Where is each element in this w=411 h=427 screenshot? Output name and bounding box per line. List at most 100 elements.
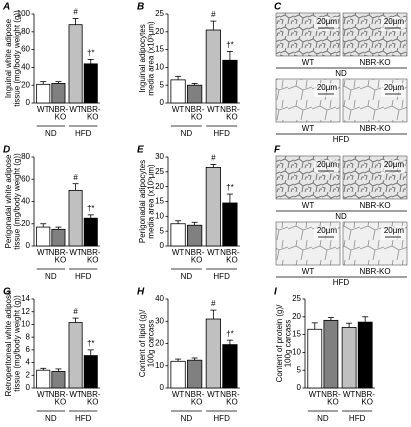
bar (51, 371, 66, 389)
group-label: ND (181, 129, 193, 138)
scale-label: 20µm (317, 83, 338, 92)
significance-marker: †* (87, 48, 95, 57)
y-tick-label: 2 (26, 370, 31, 379)
significance-marker: †* (226, 329, 234, 338)
y-axis-label: Perigonadal adipocytes (138, 160, 147, 243)
x-tick-label: NBR- (220, 248, 240, 257)
group-label: HFD (213, 129, 230, 138)
group-label: HFD (333, 278, 350, 287)
y-tick-label: 6 (26, 345, 31, 354)
y-tick-label: 15 (292, 330, 301, 339)
y-tick-label: 30 (155, 316, 164, 325)
y-axis-label: tissue (mg/body weight (g)) (13, 295, 22, 392)
x-tick-label: KO (226, 256, 238, 265)
x-tick-label: KO (55, 398, 67, 407)
y-tick-label: 20 (155, 182, 164, 191)
y-tick-label: 14 (21, 294, 30, 303)
y-axis-label: Inguinal white adipose (4, 18, 13, 98)
y-tick-label: 10 (21, 320, 30, 329)
panel-letter: A (2, 2, 10, 13)
panel-letter: B (137, 2, 144, 13)
significance-marker: # (73, 307, 78, 316)
x-tick-label: NBR- (185, 390, 205, 399)
group-label: ND (335, 69, 347, 78)
x-tick-label: KO (87, 256, 99, 265)
bar (36, 369, 51, 389)
scale-label: 20µm (384, 160, 405, 169)
bar (187, 359, 203, 389)
micrograph-label: NBR-KO (359, 58, 390, 67)
scale-label: 20µm (317, 17, 338, 26)
x-tick-label: KO (191, 398, 203, 407)
bar (341, 327, 357, 389)
bar (36, 226, 51, 247)
group-label: HFD (349, 414, 366, 423)
y-tick-label: 15 (155, 45, 164, 54)
bar (205, 29, 221, 104)
x-tick-label: WT (207, 390, 220, 399)
micrograph-label: WT (302, 58, 315, 67)
x-tick-label: KO (191, 113, 203, 122)
x-tick-label: WT (37, 390, 50, 399)
bar (222, 202, 238, 247)
bar (83, 355, 98, 389)
significance-marker: †* (226, 40, 234, 49)
micrograph-label: NBR-KO (359, 267, 390, 276)
scale-label: 20µm (384, 83, 405, 92)
y-axis-label: Inguinal adipocytes (138, 24, 147, 93)
y-tick-label: 60 (21, 45, 30, 54)
y-tick-label: 10 (292, 348, 301, 357)
y-axis-label: media area (x10³µm) (147, 164, 156, 239)
y-tick-label: 10 (155, 361, 164, 370)
x-tick-label: WT (37, 105, 50, 114)
x-tick-label: WT (69, 390, 82, 399)
y-axis-label: Content of protein (g)/ (275, 304, 284, 383)
group-label: ND (45, 129, 57, 138)
micrograph-label: NBR-KO (359, 201, 390, 210)
y-tick-label: 25 (292, 294, 301, 303)
y-axis-label: 100g carcass (284, 320, 293, 368)
significance-marker: †* (87, 339, 95, 348)
y-tick-label: 10 (155, 211, 164, 220)
x-tick-label: KO (191, 256, 203, 265)
x-tick-label: WT (37, 248, 50, 257)
bar (307, 328, 323, 389)
y-axis-label: 100g carcass (147, 320, 156, 368)
y-axis-label: tissue (mg/body weight (g)) (13, 153, 22, 250)
bar (51, 228, 66, 247)
y-tick-label: 20 (155, 27, 164, 36)
panel-letter: G (3, 287, 11, 298)
x-tick-label: KO (55, 256, 67, 265)
y-tick-label: 8 (26, 332, 31, 341)
y-tick-label: 40 (21, 63, 30, 72)
significance-marker: # (211, 10, 216, 19)
y-tick-label: 30 (155, 152, 164, 161)
bar (68, 189, 83, 247)
x-tick-label: WT (172, 248, 185, 257)
group-label: HFD (75, 414, 92, 423)
y-tick-label: 0 (160, 98, 165, 107)
y-tick-label: 12 (21, 307, 30, 316)
y-tick-label: 4 (26, 358, 31, 367)
scale-label: 20µm (384, 226, 405, 235)
y-tick-label: 20 (155, 339, 164, 348)
scale-box (381, 83, 405, 97)
y-tick-label: 0 (26, 383, 31, 392)
y-axis-label: Retroperitoneal white adipose (4, 290, 13, 396)
significance-marker: # (73, 173, 78, 182)
scale-label: 20µm (384, 17, 405, 26)
bar (222, 59, 238, 104)
y-tick-label: 0 (26, 98, 31, 107)
panel-letter: H (137, 287, 145, 298)
x-tick-label: WT (69, 105, 82, 114)
x-tick-label: WT (172, 390, 185, 399)
group-label: HFD (213, 414, 230, 423)
scale-box (314, 226, 338, 240)
y-axis-label: media area (x10³µm) (147, 21, 156, 96)
x-tick-label: NBR- (81, 248, 101, 257)
significance-marker: # (211, 299, 216, 308)
x-tick-label: NBR- (355, 390, 375, 399)
bar (357, 321, 373, 389)
group-label: HFD (75, 272, 92, 281)
